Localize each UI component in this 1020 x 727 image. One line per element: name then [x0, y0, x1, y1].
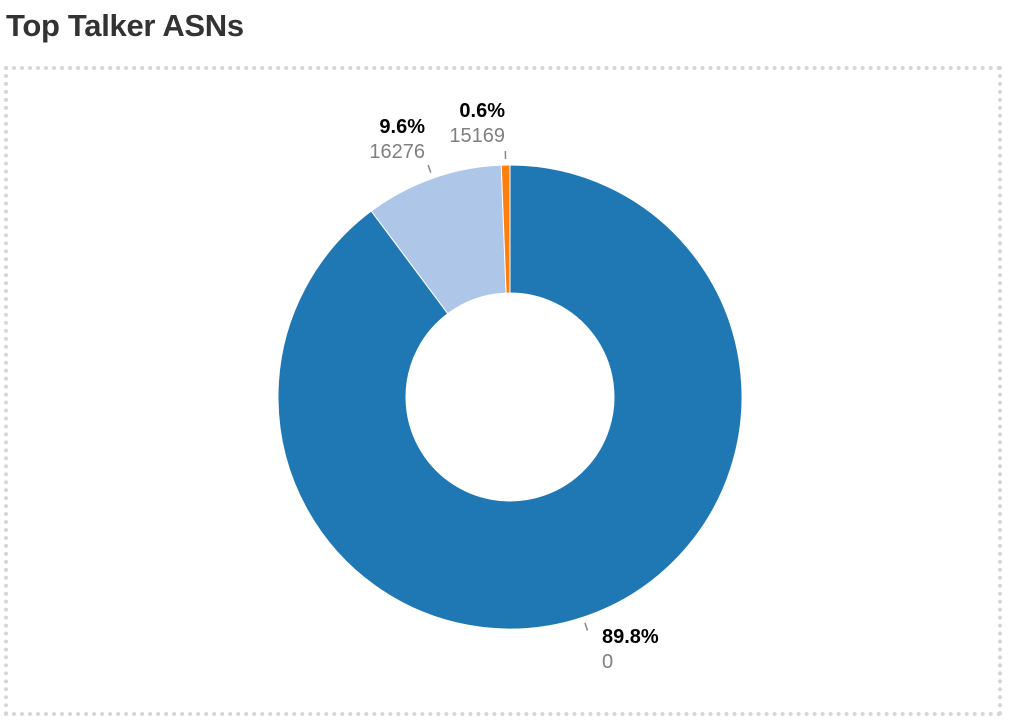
slice-percent-label: 9.6% — [379, 116, 425, 138]
slice-labels: 89.8% 0 9.6% 16276 0.6% 15169 — [369, 100, 659, 673]
slice-percent-label: 89.8% — [602, 626, 659, 648]
donut-slices — [277, 164, 743, 630]
leader-line-16276 — [427, 164, 432, 173]
slice-percent-label: 0.6% — [459, 100, 505, 122]
donut-slice-0[interactable] — [277, 164, 743, 630]
slice-name-label: 16276 — [369, 141, 425, 163]
label-leader-lines — [427, 151, 589, 631]
chart-panel — [4, 66, 1002, 716]
donut-slice-15169[interactable] — [500, 164, 511, 294]
page-title: Top Talker ASNs — [6, 8, 244, 43]
leader-line-0 — [584, 622, 589, 631]
slice-name-label: 15169 — [449, 125, 505, 147]
slice-name-label: 0 — [602, 651, 613, 673]
